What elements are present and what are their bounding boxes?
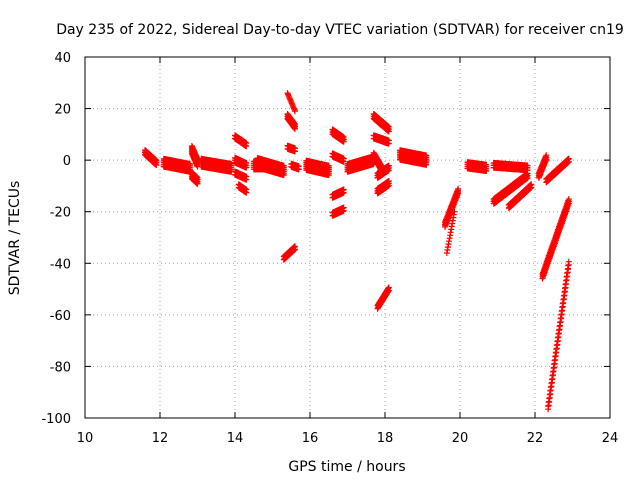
data-point xyxy=(528,181,535,188)
data-point xyxy=(187,161,193,167)
y-tick-label: 0 xyxy=(63,154,71,169)
data-point xyxy=(543,152,550,159)
data-point xyxy=(340,134,347,141)
chart-title: Day 235 of 2022, Sidereal Day-to-day VTE… xyxy=(56,22,624,38)
y-tick-label: 40 xyxy=(54,51,71,66)
data-point xyxy=(524,170,531,177)
y-tick-label: 20 xyxy=(54,103,71,118)
x-tick-label: 18 xyxy=(377,431,394,446)
data-point xyxy=(451,208,458,215)
data-point xyxy=(557,315,564,322)
data-point xyxy=(243,186,250,193)
x-tick-label: 16 xyxy=(302,431,319,446)
x-tick-label: 14 xyxy=(227,431,244,446)
x-tick-label: 24 xyxy=(602,431,619,446)
y-tick-label: -100 xyxy=(41,412,71,427)
plot-frame xyxy=(84,56,611,419)
data-point xyxy=(243,160,250,166)
data-point xyxy=(553,342,560,349)
data-point xyxy=(385,137,392,144)
data-point xyxy=(547,384,554,391)
data-point xyxy=(153,157,160,164)
axis-ticks: 10 12 14 16 18 20 22 24 -100 -80 -60 -40 -20 0 20 40 xyxy=(41,51,618,446)
data-point xyxy=(292,121,298,128)
grid xyxy=(85,57,610,418)
x-tick-label: 10 xyxy=(77,431,94,446)
y-tick-label: -60 xyxy=(50,309,71,324)
data-points xyxy=(142,90,572,413)
y-tick-label: -20 xyxy=(50,206,71,221)
data-point xyxy=(340,186,347,193)
data-point xyxy=(292,145,298,152)
data-point xyxy=(292,108,298,115)
data-point xyxy=(295,163,302,170)
data-point xyxy=(385,284,392,291)
data-point xyxy=(524,162,531,169)
x-tick-label: 20 xyxy=(452,431,469,446)
data-point xyxy=(423,152,430,159)
data-point xyxy=(194,174,201,181)
data-point xyxy=(325,162,332,169)
data-point xyxy=(385,178,392,184)
data-point xyxy=(385,162,392,169)
data-point xyxy=(483,161,490,168)
y-tick-label: -40 xyxy=(50,257,71,272)
data-point xyxy=(385,123,392,130)
data-point xyxy=(551,357,558,364)
data-point xyxy=(565,258,572,265)
data-point xyxy=(280,162,287,169)
x-axis-label: GPS time / hours xyxy=(288,459,405,475)
data-point xyxy=(560,296,567,303)
data-point xyxy=(243,140,250,147)
data-point xyxy=(340,155,347,162)
data-point xyxy=(243,173,250,180)
data-point xyxy=(228,161,235,167)
y-axis-label: SDTVAR / TECUs xyxy=(7,181,23,296)
data-point xyxy=(292,243,298,250)
data-point xyxy=(564,270,571,277)
x-tick-label: 22 xyxy=(527,431,544,446)
data-point xyxy=(545,403,552,410)
y-tick-label: -80 xyxy=(50,360,71,375)
data-point xyxy=(340,204,347,211)
x-tick-label: 12 xyxy=(152,431,169,446)
data-point xyxy=(565,196,572,203)
data-point xyxy=(455,185,462,192)
